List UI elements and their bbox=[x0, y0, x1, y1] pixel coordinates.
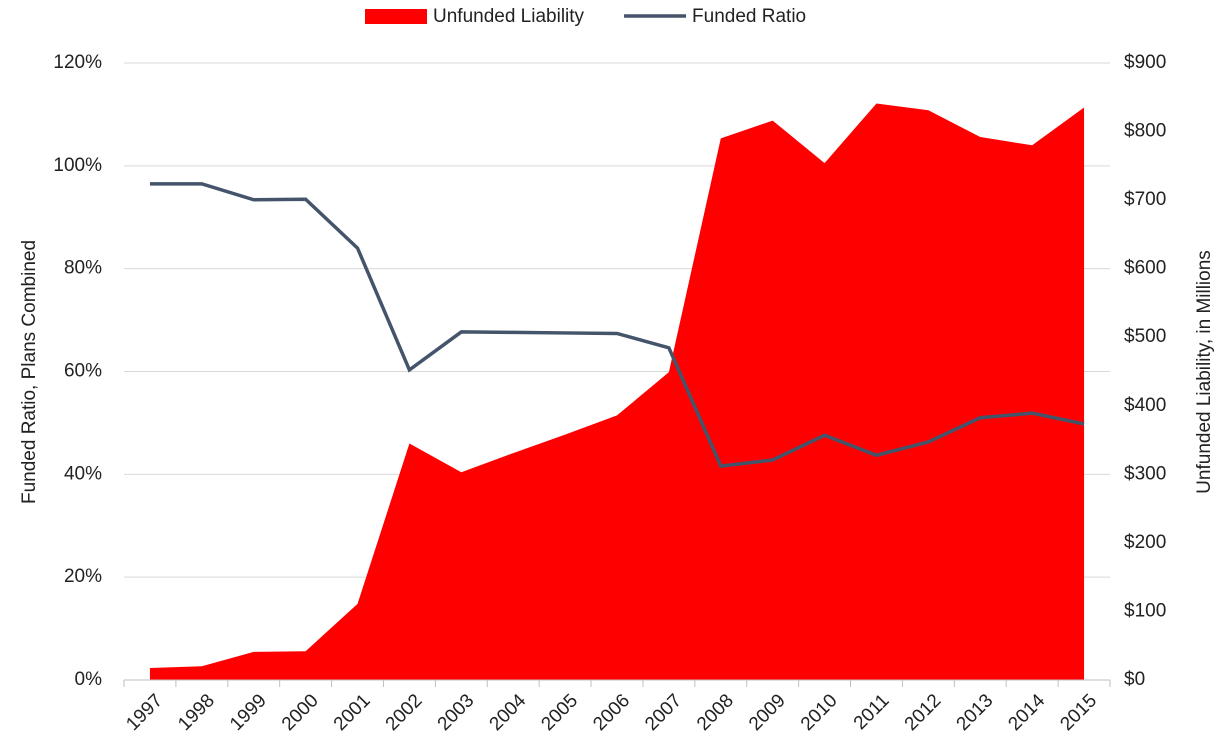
x-tick-label: 2007 bbox=[641, 690, 686, 735]
x-tick-label: 2013 bbox=[953, 690, 998, 735]
x-tick-label: 2012 bbox=[901, 690, 946, 735]
y-tick-label: 20% bbox=[64, 566, 102, 587]
y-axis-title: Funded Ratio, Plans Combined bbox=[19, 240, 40, 504]
y2-tick-label: $900 bbox=[1124, 52, 1166, 73]
x-tick-label: 1997 bbox=[122, 690, 167, 735]
x-tick-label: 2006 bbox=[589, 690, 634, 735]
area bbox=[149, 103, 1085, 681]
x-tick-label: 2011 bbox=[850, 690, 894, 734]
x-tick-label: 2009 bbox=[745, 690, 790, 735]
y2-tick-label: $500 bbox=[1124, 326, 1166, 347]
x-tick-label: 1998 bbox=[174, 690, 219, 735]
y2-tick-label: $0 bbox=[1124, 669, 1145, 690]
line bbox=[149, 182, 1085, 468]
x-tick-label: 1999 bbox=[226, 690, 271, 735]
y2-tick-label: $100 bbox=[1124, 600, 1166, 621]
y-tick-label: 60% bbox=[64, 361, 102, 382]
x-tick-label: 2014 bbox=[1004, 690, 1049, 735]
y2-tick-label: $800 bbox=[1124, 121, 1166, 142]
x-tick-label: 2002 bbox=[382, 690, 427, 735]
y-tick-label: 40% bbox=[64, 463, 102, 484]
x-tick-label: 2015 bbox=[1056, 690, 1101, 735]
y2-tick-label: $400 bbox=[1124, 395, 1166, 416]
y-tick-label: 80% bbox=[64, 258, 102, 279]
x-tick-label: 2005 bbox=[537, 690, 582, 735]
legend-swatch bbox=[365, 9, 427, 24]
x-tick-label: 2004 bbox=[486, 690, 531, 735]
y2-tick-label: $300 bbox=[1124, 463, 1166, 484]
x-tick-label: 2001 bbox=[330, 690, 375, 735]
y2-tick-label: $700 bbox=[1124, 189, 1166, 210]
y2-tick-label: $200 bbox=[1124, 532, 1166, 553]
x-tick-label: 2010 bbox=[797, 690, 842, 735]
x-tick-label: 2003 bbox=[434, 690, 479, 735]
y-tick-label: 0% bbox=[75, 669, 103, 690]
y2-axis-title: Unfunded Liability, in Millions bbox=[1194, 250, 1215, 494]
x-tick-label: 2008 bbox=[693, 690, 738, 735]
y-tick-label: 100% bbox=[53, 155, 102, 176]
x-tick-label: 2000 bbox=[278, 690, 323, 735]
y-tick-label: 120% bbox=[53, 52, 102, 73]
legend-label: Unfunded Liability bbox=[433, 6, 585, 27]
y2-tick-label: $600 bbox=[1124, 258, 1166, 279]
legend-label: Funded Ratio bbox=[692, 6, 806, 27]
